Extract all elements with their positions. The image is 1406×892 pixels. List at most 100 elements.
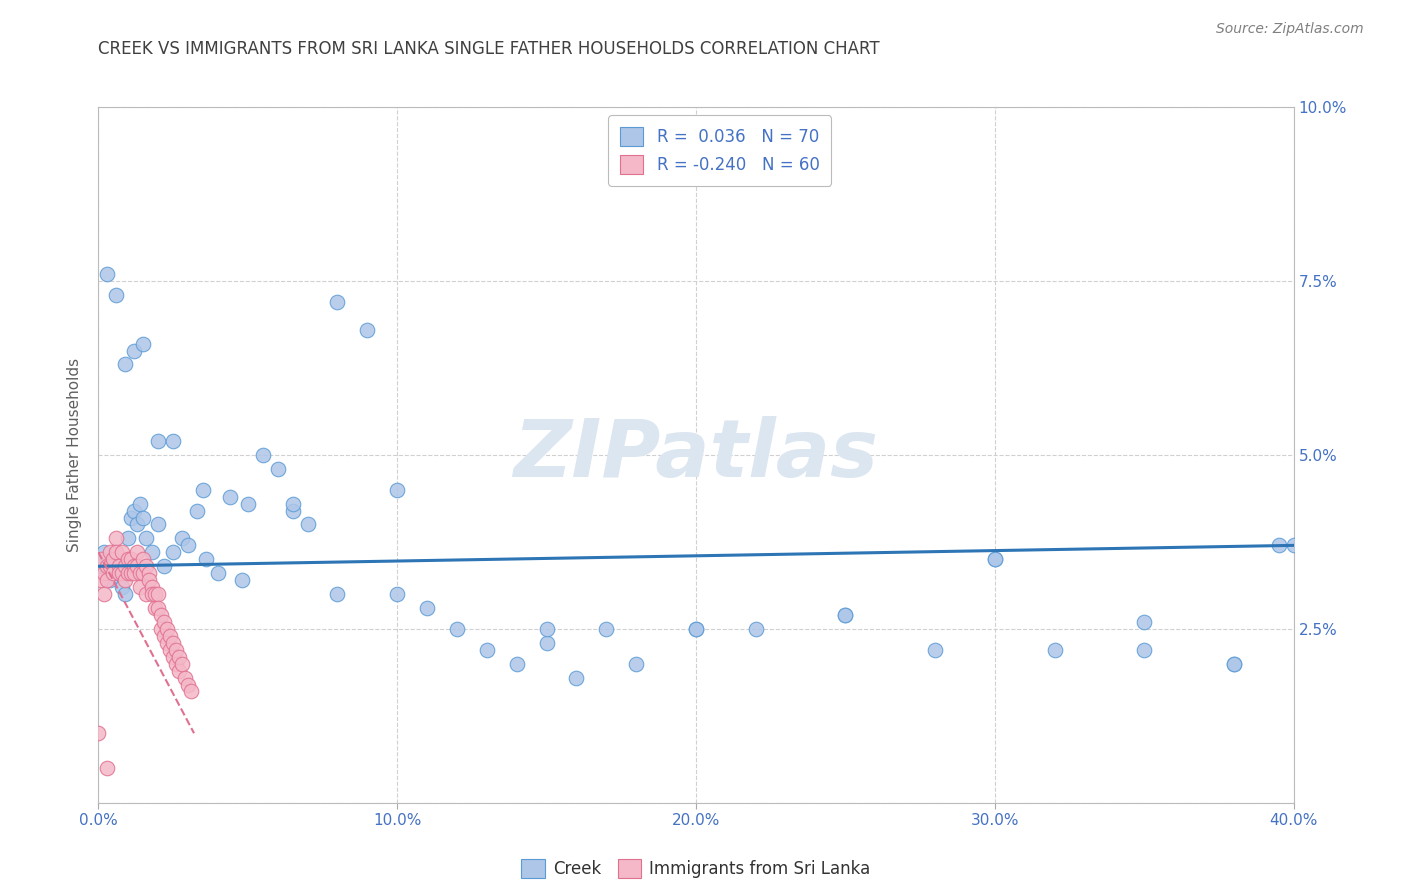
Point (267, 462, 290, 476)
Point (685, 622, 707, 636)
Point (117, 566, 139, 581)
Point (177, 538, 200, 552)
Point (103, 566, 125, 581)
Point (124, 503, 146, 517)
Point (143, 601, 166, 615)
Point (177, 677, 200, 691)
Point (834, 607, 856, 622)
Point (356, 323, 378, 337)
Point (219, 490, 242, 504)
Point (281, 497, 304, 511)
Point (120, 552, 142, 566)
Point (1282, 538, 1305, 552)
Legend: Creek, Immigrants from Sri Lanka: Creek, Immigrants from Sri Lanka (515, 853, 877, 885)
Point (117, 532, 139, 546)
Point (595, 622, 617, 636)
Point (1223, 657, 1246, 671)
Point (1043, 642, 1066, 657)
Point (167, 649, 190, 664)
Point (96, 559, 118, 574)
Point (385, 587, 409, 601)
Point (93, 587, 115, 601)
Point (120, 566, 142, 581)
Point (156, 622, 179, 636)
Point (148, 587, 170, 601)
Point (114, 559, 136, 574)
Point (180, 684, 202, 698)
Point (124, 566, 146, 581)
Point (90, 552, 112, 566)
Point (90, 573, 112, 587)
Point (1223, 657, 1246, 671)
Point (174, 671, 197, 685)
Point (132, 336, 155, 351)
Point (96, 267, 118, 281)
Point (385, 483, 409, 497)
Point (162, 545, 184, 559)
Point (129, 497, 152, 511)
Point (90, 559, 112, 574)
Point (165, 657, 187, 671)
Point (984, 552, 1007, 566)
Point (1267, 538, 1289, 552)
Point (231, 573, 253, 587)
Point (167, 664, 190, 678)
Point (100, 573, 122, 587)
Point (93, 545, 115, 559)
Point (96, 573, 118, 587)
Point (150, 622, 173, 636)
Point (132, 566, 155, 581)
Point (135, 587, 157, 601)
Point (153, 629, 176, 643)
Point (156, 636, 179, 650)
Point (326, 587, 349, 601)
Point (281, 503, 304, 517)
Point (138, 566, 160, 581)
Point (153, 559, 176, 574)
Point (252, 448, 274, 462)
Point (108, 566, 131, 581)
Point (135, 559, 157, 574)
Point (96, 761, 118, 775)
Point (924, 642, 946, 657)
Point (148, 601, 170, 615)
Point (148, 434, 170, 448)
Point (103, 552, 125, 566)
Point (127, 559, 149, 574)
Text: CREEK VS IMMIGRANTS FROM SRI LANKA SINGLE FATHER HOUSEHOLDS CORRELATION CHART: CREEK VS IMMIGRANTS FROM SRI LANKA SINGL… (98, 40, 880, 58)
Point (120, 510, 142, 524)
Point (416, 601, 439, 615)
Point (117, 552, 139, 566)
Point (195, 552, 218, 566)
Point (111, 566, 134, 581)
Y-axis label: Single Father Households: Single Father Households (67, 358, 83, 552)
Point (108, 566, 131, 581)
Point (138, 573, 160, 587)
Point (114, 358, 136, 372)
Point (148, 517, 170, 532)
Point (105, 559, 128, 574)
Point (685, 622, 707, 636)
Point (141, 580, 163, 594)
Point (475, 642, 498, 657)
Point (172, 657, 194, 671)
Point (100, 545, 122, 559)
Point (114, 573, 136, 587)
Point (326, 294, 349, 309)
Point (745, 622, 768, 636)
Point (127, 517, 149, 532)
Point (132, 552, 155, 566)
Point (1133, 642, 1156, 657)
Point (111, 580, 134, 594)
Point (105, 532, 128, 546)
Point (111, 545, 134, 559)
Point (626, 657, 648, 671)
Point (141, 545, 163, 559)
Text: Source: ZipAtlas.com: Source: ZipAtlas.com (1216, 22, 1364, 37)
Point (236, 497, 259, 511)
Point (536, 622, 558, 636)
Point (207, 566, 229, 581)
Point (114, 587, 136, 601)
Point (506, 657, 529, 671)
Point (87, 726, 110, 740)
